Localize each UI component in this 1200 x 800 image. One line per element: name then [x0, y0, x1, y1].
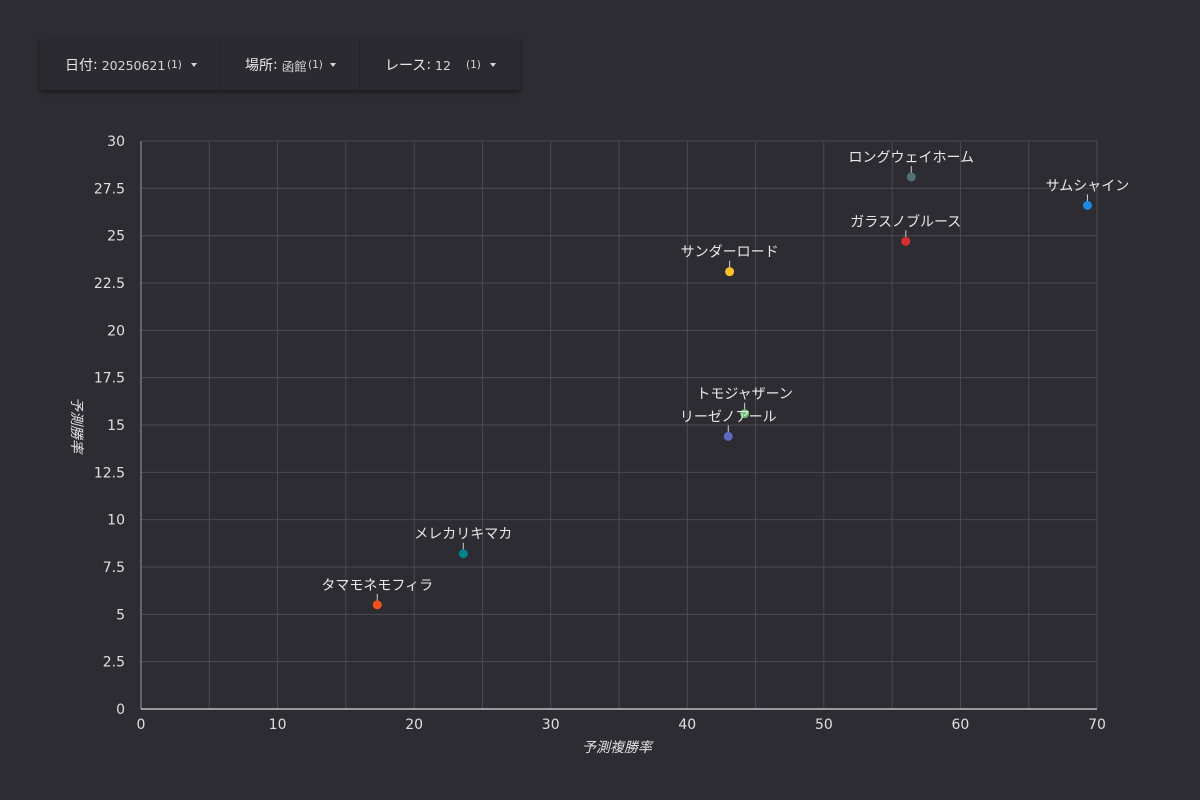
- point-label: トモジャザーン: [696, 387, 793, 403]
- scatter-point[interactable]: [723, 431, 733, 441]
- date-filter-value: 20250621: [101, 57, 166, 73]
- filter-bar: 日付:20250621 (1) 場所: 函館 (1) レース:12 (1): [40, 40, 520, 90]
- scatter-point[interactable]: [372, 600, 382, 610]
- race-filter-dropdown-icon: [490, 63, 496, 67]
- scatter-point[interactable]: [725, 267, 735, 277]
- point-label: ガラスノブルース: [850, 213, 961, 230]
- scatter-point[interactable]: [458, 549, 468, 559]
- y-tick-label: 7.5: [103, 560, 125, 576]
- point-label: サムシャイン: [1046, 178, 1130, 194]
- chart-axes: [140, 141, 1097, 710]
- y-tick-label: 30: [107, 134, 125, 150]
- point-label: タマモネモフィラ: [321, 578, 433, 594]
- place-filter-label: 場所: [245, 58, 273, 74]
- y-tick-label: 0: [116, 702, 125, 718]
- x-tick-label: 50: [815, 717, 833, 733]
- x-tick-label: 60: [952, 717, 970, 733]
- x-tick-label: 0: [137, 717, 146, 733]
- race-filter-value: 12: [435, 57, 451, 73]
- y-tick-label: 17.5: [94, 371, 125, 387]
- y-tick-label: 10: [107, 513, 125, 529]
- y-tick-label: 5: [116, 607, 125, 623]
- date-filter-count: (1): [167, 59, 182, 71]
- point-label: メレカリキマカ: [414, 527, 512, 543]
- place-filter[interactable]: 場所: 函館 (1): [220, 40, 360, 90]
- place-filter-dropdown-icon: [330, 63, 336, 67]
- x-tick-label: 10: [269, 717, 287, 733]
- scatter-point[interactable]: [901, 236, 911, 246]
- scatter-point[interactable]: [740, 409, 750, 419]
- y-tick-label: 15: [107, 418, 125, 434]
- date-filter[interactable]: 日付:20250621 (1): [40, 40, 220, 90]
- x-axis-title: 予測複勝率: [582, 740, 654, 756]
- date-filter-dropdown-icon: [191, 63, 197, 67]
- race-filter-label: レース: [385, 58, 427, 74]
- x-tick-label: 70: [1088, 717, 1106, 733]
- chart-points: ロングウェイホームサムシャインガラスノブルースサンダーロードトモジャザーンリーゼ…: [321, 150, 1130, 610]
- y-axis-title: 予測勝率: [68, 397, 84, 455]
- race-filter-separator: :: [426, 57, 432, 73]
- point-label: リーゼノアール: [680, 409, 777, 425]
- chart-grid: [141, 140, 1098, 709]
- date-filter-label: 日付: [65, 58, 93, 74]
- y-tick-label: 27.5: [94, 181, 125, 197]
- point-label: ロングウェイホーム: [848, 150, 974, 166]
- y-tick-label: 12.5: [94, 465, 125, 481]
- race-filter[interactable]: レース:12 (1): [360, 40, 520, 90]
- x-tick-label: 20: [405, 717, 423, 733]
- x-tick-label: 30: [542, 717, 560, 733]
- scatter-point[interactable]: [1082, 200, 1092, 210]
- y-tick-label: 2.5: [103, 655, 125, 671]
- date-filter-separator: :: [93, 57, 98, 73]
- point-label: サンダーロード: [681, 245, 779, 261]
- y-tick-label: 25: [107, 229, 125, 245]
- scatter-point[interactable]: [906, 172, 916, 182]
- x-tick-label: 40: [678, 717, 696, 733]
- place-filter-separator: :: [273, 57, 278, 73]
- y-tick-label: 20: [107, 323, 125, 339]
- race-filter-count: (1): [466, 59, 481, 71]
- place-filter-count: (1): [308, 59, 323, 71]
- place-filter-value: 函館: [281, 58, 307, 74]
- chart-tick-labels: 0 2.5 5 7.5 10 12.5 15 17.5 20 22.5 25 27.5 30 0 10 20 3…: [94, 134, 1106, 733]
- y-tick-label: 22.5: [94, 276, 125, 292]
